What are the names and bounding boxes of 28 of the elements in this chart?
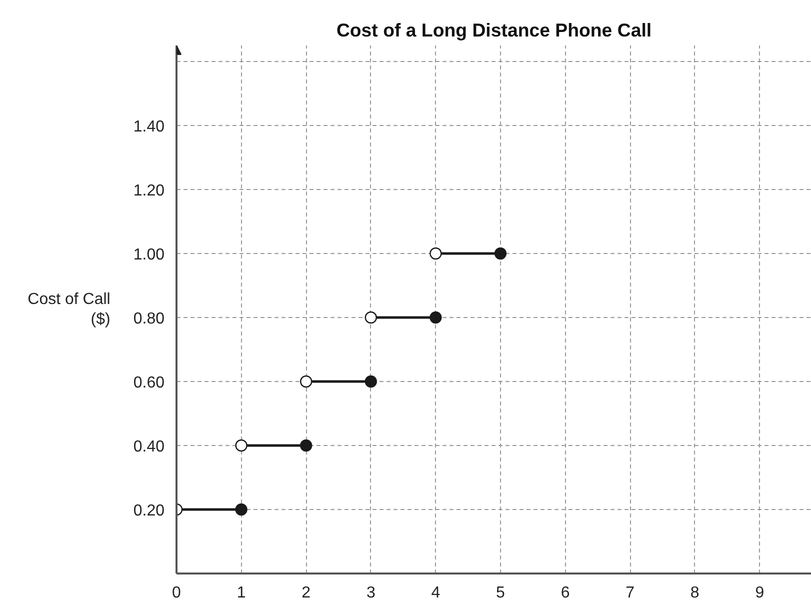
x-tick-label: 7 xyxy=(626,584,635,600)
point xyxy=(364,375,377,388)
point xyxy=(235,503,248,516)
y-tick-label: 0.20 xyxy=(133,502,165,520)
y-tick-label: 0.80 xyxy=(133,310,165,328)
x-tick-label: 0 xyxy=(172,584,182,600)
point xyxy=(430,311,442,324)
point xyxy=(430,247,442,260)
point xyxy=(235,439,248,452)
x-tick-label: 9 xyxy=(755,584,764,600)
x-tick-label: 3 xyxy=(366,584,376,600)
y-tick-label: 1.40 xyxy=(133,118,165,136)
y-tick-label: 0.40 xyxy=(133,438,165,456)
chart-title: Cost of a Long Distance Phone Call xyxy=(336,20,652,40)
x-tick-label: 1 xyxy=(236,584,246,600)
x-tick-label: 2 xyxy=(302,584,311,600)
x-tick-label: 4 xyxy=(431,584,440,600)
point xyxy=(494,247,507,260)
x-tick-label: 8 xyxy=(690,584,700,600)
y-axis-title: Cost of Call ($) xyxy=(28,290,110,328)
point xyxy=(364,311,377,324)
x-tick-label: 6 xyxy=(560,584,570,600)
y-tick-label: 0.60 xyxy=(133,374,165,392)
point xyxy=(300,439,312,452)
y-tick-label: 1.00 xyxy=(133,246,165,264)
x-tick-label: 5 xyxy=(496,584,506,600)
y-tick-label: 1.20 xyxy=(133,182,165,200)
point xyxy=(300,375,312,388)
